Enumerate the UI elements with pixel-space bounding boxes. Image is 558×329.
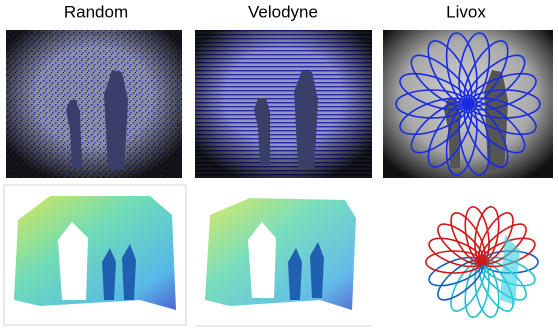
scan-petal (426, 251, 482, 273)
velodyne-cloud (195, 198, 372, 326)
column-title: Livox (446, 2, 486, 21)
column-title: Velodyne (248, 2, 318, 21)
column-title: Random (64, 2, 128, 21)
random-image (6, 30, 182, 178)
random-cloud (4, 185, 186, 325)
livox-cloud (426, 205, 539, 319)
velodyne-image (195, 30, 372, 178)
livox-image (383, 30, 553, 178)
figure: Random Velodyne Livox (0, 0, 558, 329)
